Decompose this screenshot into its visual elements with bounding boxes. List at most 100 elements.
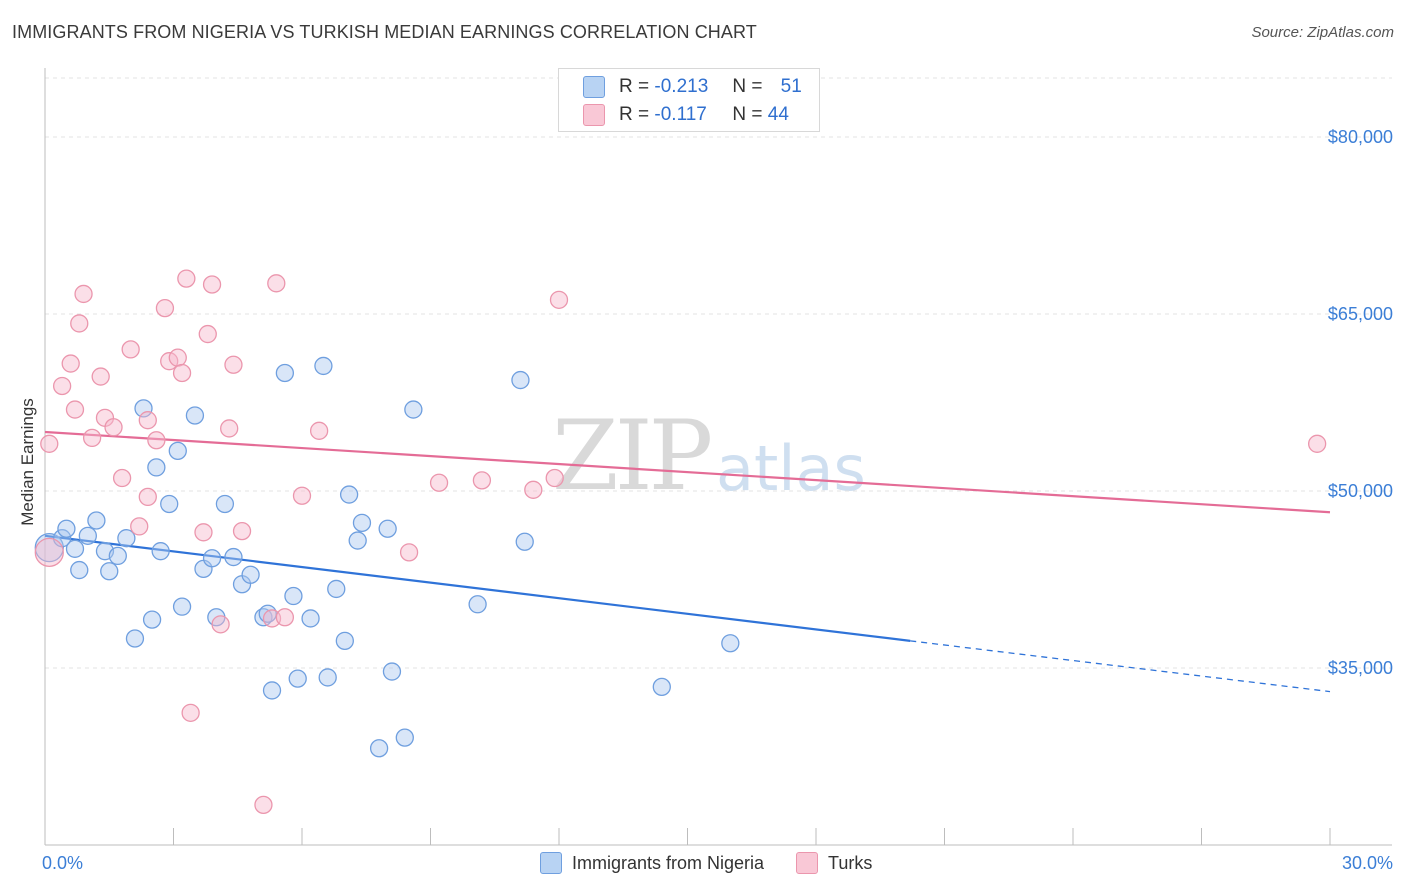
point-nigeria-6 xyxy=(87,511,106,530)
point-turks-11 xyxy=(112,468,132,488)
point-turks-2 xyxy=(52,376,72,396)
point-nigeria-42 xyxy=(382,662,402,681)
point-turks-38 xyxy=(472,471,492,490)
point-turks-12 xyxy=(121,340,140,359)
point-turks-23 xyxy=(194,523,213,542)
point-turks-3 xyxy=(61,354,80,373)
point-turks-42 xyxy=(1308,434,1327,453)
series-legend: Immigrants from Nigeria Turks xyxy=(540,852,904,874)
point-nigeria-37 xyxy=(335,631,354,651)
axes xyxy=(44,68,1392,846)
point-nigeria-26 xyxy=(241,565,260,584)
point-turks-20 xyxy=(172,363,192,383)
legend-swatch-nigeria xyxy=(540,852,562,874)
point-turks-22 xyxy=(181,703,200,722)
point-turks-4 xyxy=(65,400,85,419)
point-nigeria-43 xyxy=(395,728,414,747)
legend-item-nigeria[interactable]: Immigrants from Nigeria xyxy=(540,852,764,874)
point-nigeria-4 xyxy=(70,560,89,580)
legend-r-value-turks: -0.117 xyxy=(654,104,707,125)
point-turks-5 xyxy=(70,314,89,333)
point-nigeria-30 xyxy=(275,363,295,383)
legend-n-label: N = xyxy=(732,76,763,97)
trend-lines xyxy=(44,430,1331,693)
point-nigeria-46 xyxy=(468,595,487,614)
point-turks-32 xyxy=(267,274,286,293)
y-tick-label-1: $50,000 xyxy=(1328,481,1393,501)
point-nigeria-12 xyxy=(134,399,153,418)
point-turks-16 xyxy=(147,431,166,450)
point-turks-24 xyxy=(198,324,217,344)
y-tick-label-2: $65,000 xyxy=(1328,304,1393,324)
y-tick-label-3: $80,000 xyxy=(1328,127,1393,147)
x-tick-label-start: 0.0% xyxy=(42,853,83,873)
point-nigeria-14 xyxy=(147,458,166,477)
legend-r-label: R = xyxy=(619,104,650,125)
x-tick-label-end: 30.0% xyxy=(1342,853,1393,873)
point-turks-40 xyxy=(545,468,564,488)
point-turks-15 xyxy=(138,487,157,507)
point-turks-28 xyxy=(224,355,243,374)
point-nigeria-49 xyxy=(652,677,671,697)
point-turks-21 xyxy=(177,269,196,288)
point-turks-36 xyxy=(399,543,419,562)
trend-line-turks xyxy=(44,430,1331,514)
trend-line-nigeria-extension xyxy=(910,640,1331,693)
point-turks-27 xyxy=(220,419,239,438)
point-turks-0 xyxy=(34,537,64,568)
point-turks-14 xyxy=(138,411,157,430)
point-nigeria-36 xyxy=(327,579,346,599)
point-turks-25 xyxy=(202,275,222,294)
point-nigeria-16 xyxy=(160,494,179,514)
point-turks-1 xyxy=(40,434,59,453)
y-tick-label-0: $35,000 xyxy=(1328,658,1393,678)
point-turks-17 xyxy=(155,298,175,318)
point-nigeria-23 xyxy=(215,494,235,514)
point-nigeria-9 xyxy=(108,546,127,566)
point-nigeria-13 xyxy=(142,610,162,629)
point-nigeria-24 xyxy=(224,547,243,567)
point-turks-10 xyxy=(104,418,123,437)
legend-row-nigeria: R = -0.213 N = 51 xyxy=(583,74,802,100)
point-nigeria-31 xyxy=(284,586,303,606)
point-nigeria-2 xyxy=(57,519,76,538)
point-nigeria-47 xyxy=(515,532,534,551)
point-turks-35 xyxy=(309,421,329,440)
legend-label-nigeria: Immigrants from Nigeria xyxy=(572,852,765,873)
y-axis-title: Median Earnings xyxy=(18,398,37,526)
point-turks-33 xyxy=(275,608,295,627)
point-nigeria-35 xyxy=(314,356,333,376)
legend-r-label: R = xyxy=(619,76,650,97)
point-nigeria-32 xyxy=(288,669,307,688)
point-turks-41 xyxy=(549,290,569,309)
point-nigeria-44 xyxy=(404,400,423,419)
legend-item-turks[interactable]: Turks xyxy=(796,852,872,874)
point-turks-26 xyxy=(211,615,230,634)
point-nigeria-11 xyxy=(125,629,145,648)
point-nigeria-29 xyxy=(262,681,282,700)
point-turks-6 xyxy=(74,284,93,304)
watermark-atlas: atlas xyxy=(716,432,866,505)
watermark-zip: ZIP xyxy=(552,400,713,512)
chart-title: IMMIGRANTS FROM NIGERIA VS TURKISH MEDIA… xyxy=(12,22,757,42)
point-turks-7 xyxy=(82,428,102,448)
point-nigeria-19 xyxy=(185,406,205,425)
point-nigeria-39 xyxy=(348,531,367,550)
legend-label-turks: Turks xyxy=(828,852,873,873)
point-turks-37 xyxy=(429,473,449,492)
point-nigeria-38 xyxy=(339,485,359,504)
point-turks-19 xyxy=(168,348,187,367)
point-turks-13 xyxy=(130,517,149,536)
legend-r-value-nigeria: -0.213 xyxy=(654,76,709,97)
axis-labels: $35,000 $50,000 $65,000 $80,000 0.0% 30.0% Med… xyxy=(18,127,1393,873)
point-turks-39 xyxy=(524,480,543,499)
legend-n-value-turks: 44 xyxy=(767,104,789,125)
legend-swatch-turks xyxy=(583,104,605,126)
point-nigeria-5 xyxy=(78,526,97,545)
point-turks-29 xyxy=(232,521,252,541)
legend-row-turks: R = -0.117 N = 44 xyxy=(583,102,802,128)
point-turks-30 xyxy=(254,795,273,815)
legend-swatch-turks xyxy=(796,852,819,874)
correlation-legend: R = -0.213 N = 51 R = -0.117 N = 44 xyxy=(558,68,820,132)
